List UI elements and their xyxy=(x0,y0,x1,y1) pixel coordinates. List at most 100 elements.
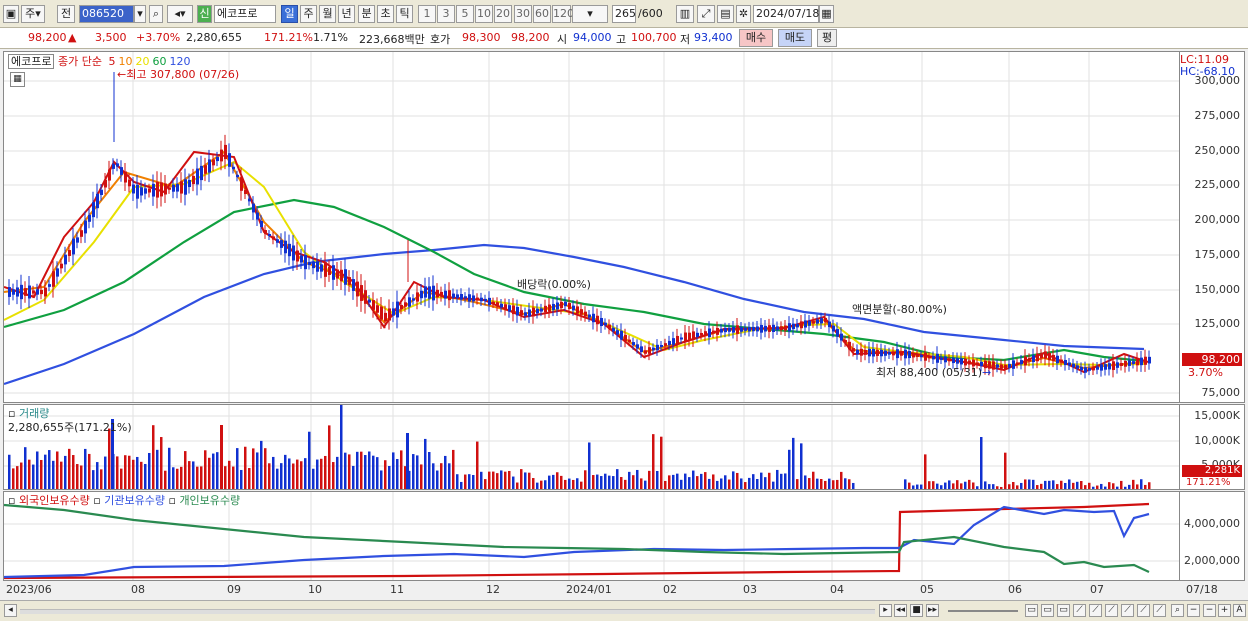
candle-body xyxy=(432,285,435,301)
x-axis-label: 08 xyxy=(131,583,145,596)
volume-chart-panel[interactable]: ▫ 거래량 2,280,655주(171.21%) xyxy=(3,404,1180,490)
rewind-icon[interactable]: ◂◂ xyxy=(894,604,907,617)
price-chart-panel[interactable]: 에코프로 종가 단순 5 10 20 60 120 ▦ ←최고 307,800 (07/… xyxy=(3,51,1180,403)
minute-option[interactable]: 5 xyxy=(456,5,474,23)
volume-bar xyxy=(460,481,463,489)
volume-bar xyxy=(364,455,367,489)
minute-option[interactable]: 3 xyxy=(437,5,455,23)
sound-icon[interactable]: ◂▾ xyxy=(167,5,193,23)
stock-name-field[interactable]: 에코프로 xyxy=(214,5,276,23)
magnifier-icon[interactable]: ⌕ xyxy=(1171,604,1184,617)
stock-code-input[interactable]: 086520 xyxy=(79,5,134,23)
data-count-total: /600 xyxy=(638,7,663,20)
minute-option[interactable]: 10 xyxy=(475,5,493,23)
candle-body xyxy=(320,264,323,272)
period-tab[interactable]: 틱 xyxy=(396,5,413,23)
line-tool-icon[interactable]: ⟋ xyxy=(1073,604,1086,617)
eval-button[interactable]: 평 xyxy=(817,29,837,47)
angle-tool-icon[interactable]: ⟋ xyxy=(1105,604,1118,617)
volume-bar xyxy=(728,479,731,489)
candle-body xyxy=(516,306,519,316)
draw-tool-icon[interactable]: ⤢ xyxy=(697,5,715,23)
prev-button[interactable]: 전 xyxy=(57,5,75,23)
font-size-icon[interactable]: A xyxy=(1233,604,1246,617)
gear-icon[interactable]: ✲ xyxy=(736,5,751,23)
candle-body xyxy=(500,303,503,308)
volume-bar xyxy=(672,474,675,489)
code-dropdown-icon[interactable]: ▾ xyxy=(134,5,146,23)
layout-icon-1[interactable]: ▭ xyxy=(1025,604,1038,617)
volume-bar xyxy=(552,474,555,489)
stock-name-tag[interactable]: 에코프로 xyxy=(8,54,55,69)
volume-bar xyxy=(56,451,59,489)
volume-bar xyxy=(172,467,175,489)
ma-legend-item[interactable]: 20 xyxy=(135,55,150,68)
period-select[interactable]: 주▾ xyxy=(21,5,45,23)
minute-custom-select[interactable]: ▾ xyxy=(572,5,608,23)
candle-body xyxy=(768,325,771,332)
ma20-line xyxy=(4,160,1145,367)
layout-icon-3[interactable]: ▭ xyxy=(1057,604,1070,617)
horizontal-scrollbar[interactable] xyxy=(20,609,875,614)
candle-body xyxy=(428,286,431,299)
minute-option[interactable]: 20 xyxy=(494,5,512,23)
save-icon[interactable]: ▤ xyxy=(717,5,734,23)
period-tab[interactable]: 분 xyxy=(358,5,375,23)
forward-icon[interactable]: ▸▸ xyxy=(926,604,939,617)
screen-menu-icon[interactable]: ▣ xyxy=(3,5,19,23)
candle-body xyxy=(748,327,751,332)
volume-bar xyxy=(528,472,531,489)
fib-tool-icon[interactable]: ⟋ xyxy=(1121,604,1134,617)
scroll-left-icon[interactable]: ◂ xyxy=(4,604,17,617)
volume-bar xyxy=(200,466,203,489)
volume-bar xyxy=(720,478,723,489)
volume-title: 거래량 xyxy=(18,407,50,420)
ma-legend-item[interactable]: 60 xyxy=(152,55,167,68)
volume-bar xyxy=(768,472,771,489)
period-tab[interactable]: 년 xyxy=(338,5,355,23)
change-up-icon: ▲ xyxy=(68,31,77,44)
grid-table-icon[interactable]: ▦ xyxy=(10,72,25,87)
candle-body xyxy=(224,144,227,160)
plus-icon[interactable]: + xyxy=(1218,604,1231,617)
volume-bar xyxy=(404,466,407,489)
cross-tool-icon[interactable]: ⟋ xyxy=(1137,604,1150,617)
ma-legend-item[interactable]: 120 xyxy=(169,55,191,68)
buy-button[interactable]: 매수 xyxy=(739,29,773,47)
high-label: 고 xyxy=(616,33,627,46)
candle-body xyxy=(872,348,875,357)
stop-icon[interactable]: ■ xyxy=(910,604,923,617)
trend-tool-icon[interactable]: ⟋ xyxy=(1089,604,1102,617)
ma-legend-item[interactable]: 10 xyxy=(118,55,133,68)
candle-body xyxy=(124,171,127,183)
data-count-input[interactable]: 265 xyxy=(612,5,636,23)
holding-chart-panel[interactable]: ▫ 외국인보유수량 ▫ 기관보유수량 ▫ 개인보유수량 xyxy=(3,491,1180,581)
search-icon[interactable]: ⌕ xyxy=(149,5,163,23)
candle-body xyxy=(812,321,815,324)
minute-option[interactable]: 120 xyxy=(552,5,574,23)
minute-option[interactable]: 1 xyxy=(418,5,436,23)
scroll-right-icon[interactable]: ▸ xyxy=(879,604,892,617)
volume-bar xyxy=(960,483,963,489)
volume-bar xyxy=(60,461,63,489)
layout-icon-2[interactable]: ▭ xyxy=(1041,604,1054,617)
sell-button[interactable]: 매도 xyxy=(778,29,812,47)
zoom-out-icon[interactable]: − xyxy=(1187,604,1200,617)
minus-icon[interactable]: − xyxy=(1203,604,1216,617)
period-tab[interactable]: 일 xyxy=(281,5,298,23)
text-tool-icon[interactable]: ⟋ xyxy=(1153,604,1166,617)
volume-bar xyxy=(196,466,199,489)
candle-body xyxy=(864,349,867,355)
date-field[interactable]: 2024/07/18 xyxy=(753,5,819,23)
period-tab[interactable]: 월 xyxy=(319,5,336,23)
zoom-slider[interactable] xyxy=(948,610,1018,612)
period-tab[interactable]: 주 xyxy=(300,5,317,23)
candle-type-icon[interactable]: ▥ xyxy=(676,5,694,23)
calendar-icon[interactable]: ▦ xyxy=(819,5,834,23)
candle-body xyxy=(284,240,287,254)
period-tab[interactable]: 초 xyxy=(377,5,394,23)
ma-legend-item[interactable]: 5 xyxy=(108,55,116,68)
minute-option[interactable]: 60 xyxy=(533,5,551,23)
minute-option[interactable]: 30 xyxy=(514,5,532,23)
candle-body xyxy=(1088,368,1091,371)
